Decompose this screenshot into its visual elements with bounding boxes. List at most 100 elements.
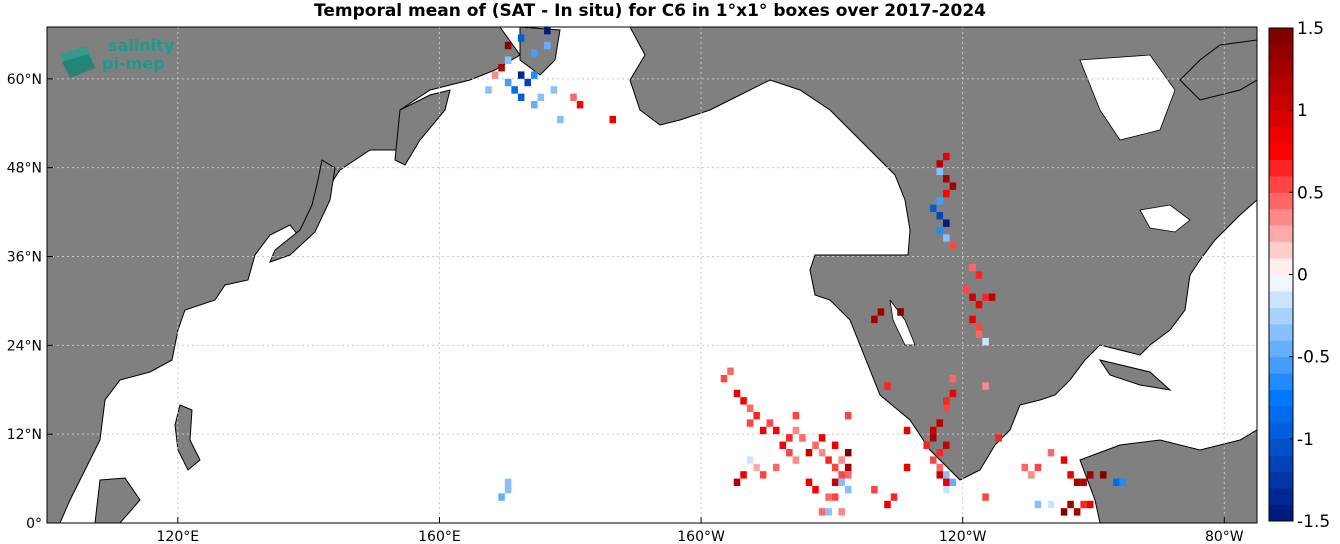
data-cell <box>838 478 845 486</box>
colorbar-level <box>1269 438 1293 456</box>
colorbar-level <box>1269 208 1293 226</box>
data-cell <box>949 374 957 383</box>
colorbar-level <box>1269 488 1293 506</box>
data-cell <box>949 182 957 190</box>
land-alaska-chukotka <box>519 27 561 76</box>
colorbar-level <box>1269 455 1293 473</box>
data-cell <box>818 434 826 442</box>
data-cell <box>570 93 577 102</box>
colorbar-level <box>1269 126 1293 144</box>
data-cell <box>844 448 852 457</box>
data-cell <box>1034 500 1042 509</box>
data-cell <box>982 293 989 301</box>
colorbar-level <box>1269 110 1293 128</box>
x-tick-label: 120°W <box>939 529 987 544</box>
data-cell <box>792 426 800 435</box>
data-cell <box>936 226 944 235</box>
data-cell <box>550 86 558 94</box>
y-tick-label: 0° <box>26 516 42 532</box>
data-cell <box>498 64 505 72</box>
data-cell <box>988 293 996 301</box>
land-canada-east <box>1179 39 1257 101</box>
data-cell <box>825 456 832 464</box>
data-cell <box>1047 500 1055 509</box>
colorbar-level <box>1269 471 1293 489</box>
data-cell <box>943 175 950 183</box>
data-cell <box>511 86 518 94</box>
logo-mark-icon <box>60 46 96 78</box>
data-cell <box>531 101 538 109</box>
data-cell <box>773 463 780 472</box>
colorbar-level <box>1269 44 1293 62</box>
colorbar-level <box>1269 93 1293 111</box>
data-cell <box>975 300 983 309</box>
data-cell <box>903 426 911 435</box>
data-cell <box>969 315 976 324</box>
data-cell <box>733 389 741 398</box>
land-philippines <box>174 404 201 471</box>
data-cell <box>1060 456 1068 464</box>
x-axis: 120°E 160°E 160°W 120°W 80°W <box>157 517 1244 544</box>
data-cell <box>773 426 780 435</box>
colorbar-level <box>1269 192 1293 210</box>
data-cell <box>982 382 989 390</box>
colorbar-level <box>1269 373 1293 391</box>
data-cell <box>792 411 800 420</box>
y-tick-label: 60°N <box>7 72 42 88</box>
data-cell <box>786 448 793 457</box>
data-cell <box>831 493 839 501</box>
data-cell <box>786 434 793 442</box>
data-cell <box>531 71 538 79</box>
land-asia <box>47 27 521 523</box>
data-cell <box>831 478 839 486</box>
data-cell <box>890 493 898 501</box>
data-cell <box>838 456 845 464</box>
data-cell <box>975 330 983 338</box>
data-cell <box>943 404 950 412</box>
data-cell <box>936 160 944 168</box>
colorbar-level <box>1269 77 1293 95</box>
colorbar-level <box>1269 389 1293 407</box>
data-cell <box>609 115 617 124</box>
data-cell <box>1060 508 1068 516</box>
data-cell <box>1113 478 1120 486</box>
data-cell <box>831 463 839 472</box>
data-cell <box>825 493 832 501</box>
data-cell <box>733 478 741 486</box>
colorbar-tick-label: 0 <box>1297 266 1308 286</box>
data-cell <box>825 508 832 516</box>
data-cell <box>531 49 538 57</box>
data-cell <box>746 404 754 412</box>
data-cell <box>818 448 826 457</box>
land-layer <box>47 27 1257 523</box>
colorbar-tick-label: 1.5 <box>1297 19 1324 39</box>
colorbar-level <box>1269 290 1293 308</box>
logo-text-pimep: pi-mep <box>102 54 165 73</box>
colorbar-tick-label: -1 <box>1297 430 1314 450</box>
colorbar-level <box>1269 356 1293 374</box>
data-cell <box>517 34 525 42</box>
data-cell <box>504 485 512 494</box>
data-cell <box>1086 500 1094 509</box>
data-cell <box>1073 478 1081 486</box>
data-cell <box>982 493 989 501</box>
data-cell <box>936 167 944 176</box>
data-cell <box>943 397 950 405</box>
data-cell <box>949 478 957 486</box>
data-cell <box>871 315 878 324</box>
data-cell <box>727 367 734 375</box>
colorbar-level <box>1269 274 1293 292</box>
data-cell <box>936 212 944 220</box>
data-cell <box>844 463 852 472</box>
data-cell <box>975 271 983 279</box>
data-cell <box>943 234 950 242</box>
data-cell <box>504 478 512 486</box>
data-cell <box>544 41 551 50</box>
data-cell <box>766 419 773 427</box>
data-cell <box>740 471 747 479</box>
data-cell <box>936 197 944 205</box>
data-cell <box>485 86 492 94</box>
data-cell <box>943 471 950 479</box>
data-cell <box>1073 508 1081 516</box>
data-cell <box>949 389 957 398</box>
